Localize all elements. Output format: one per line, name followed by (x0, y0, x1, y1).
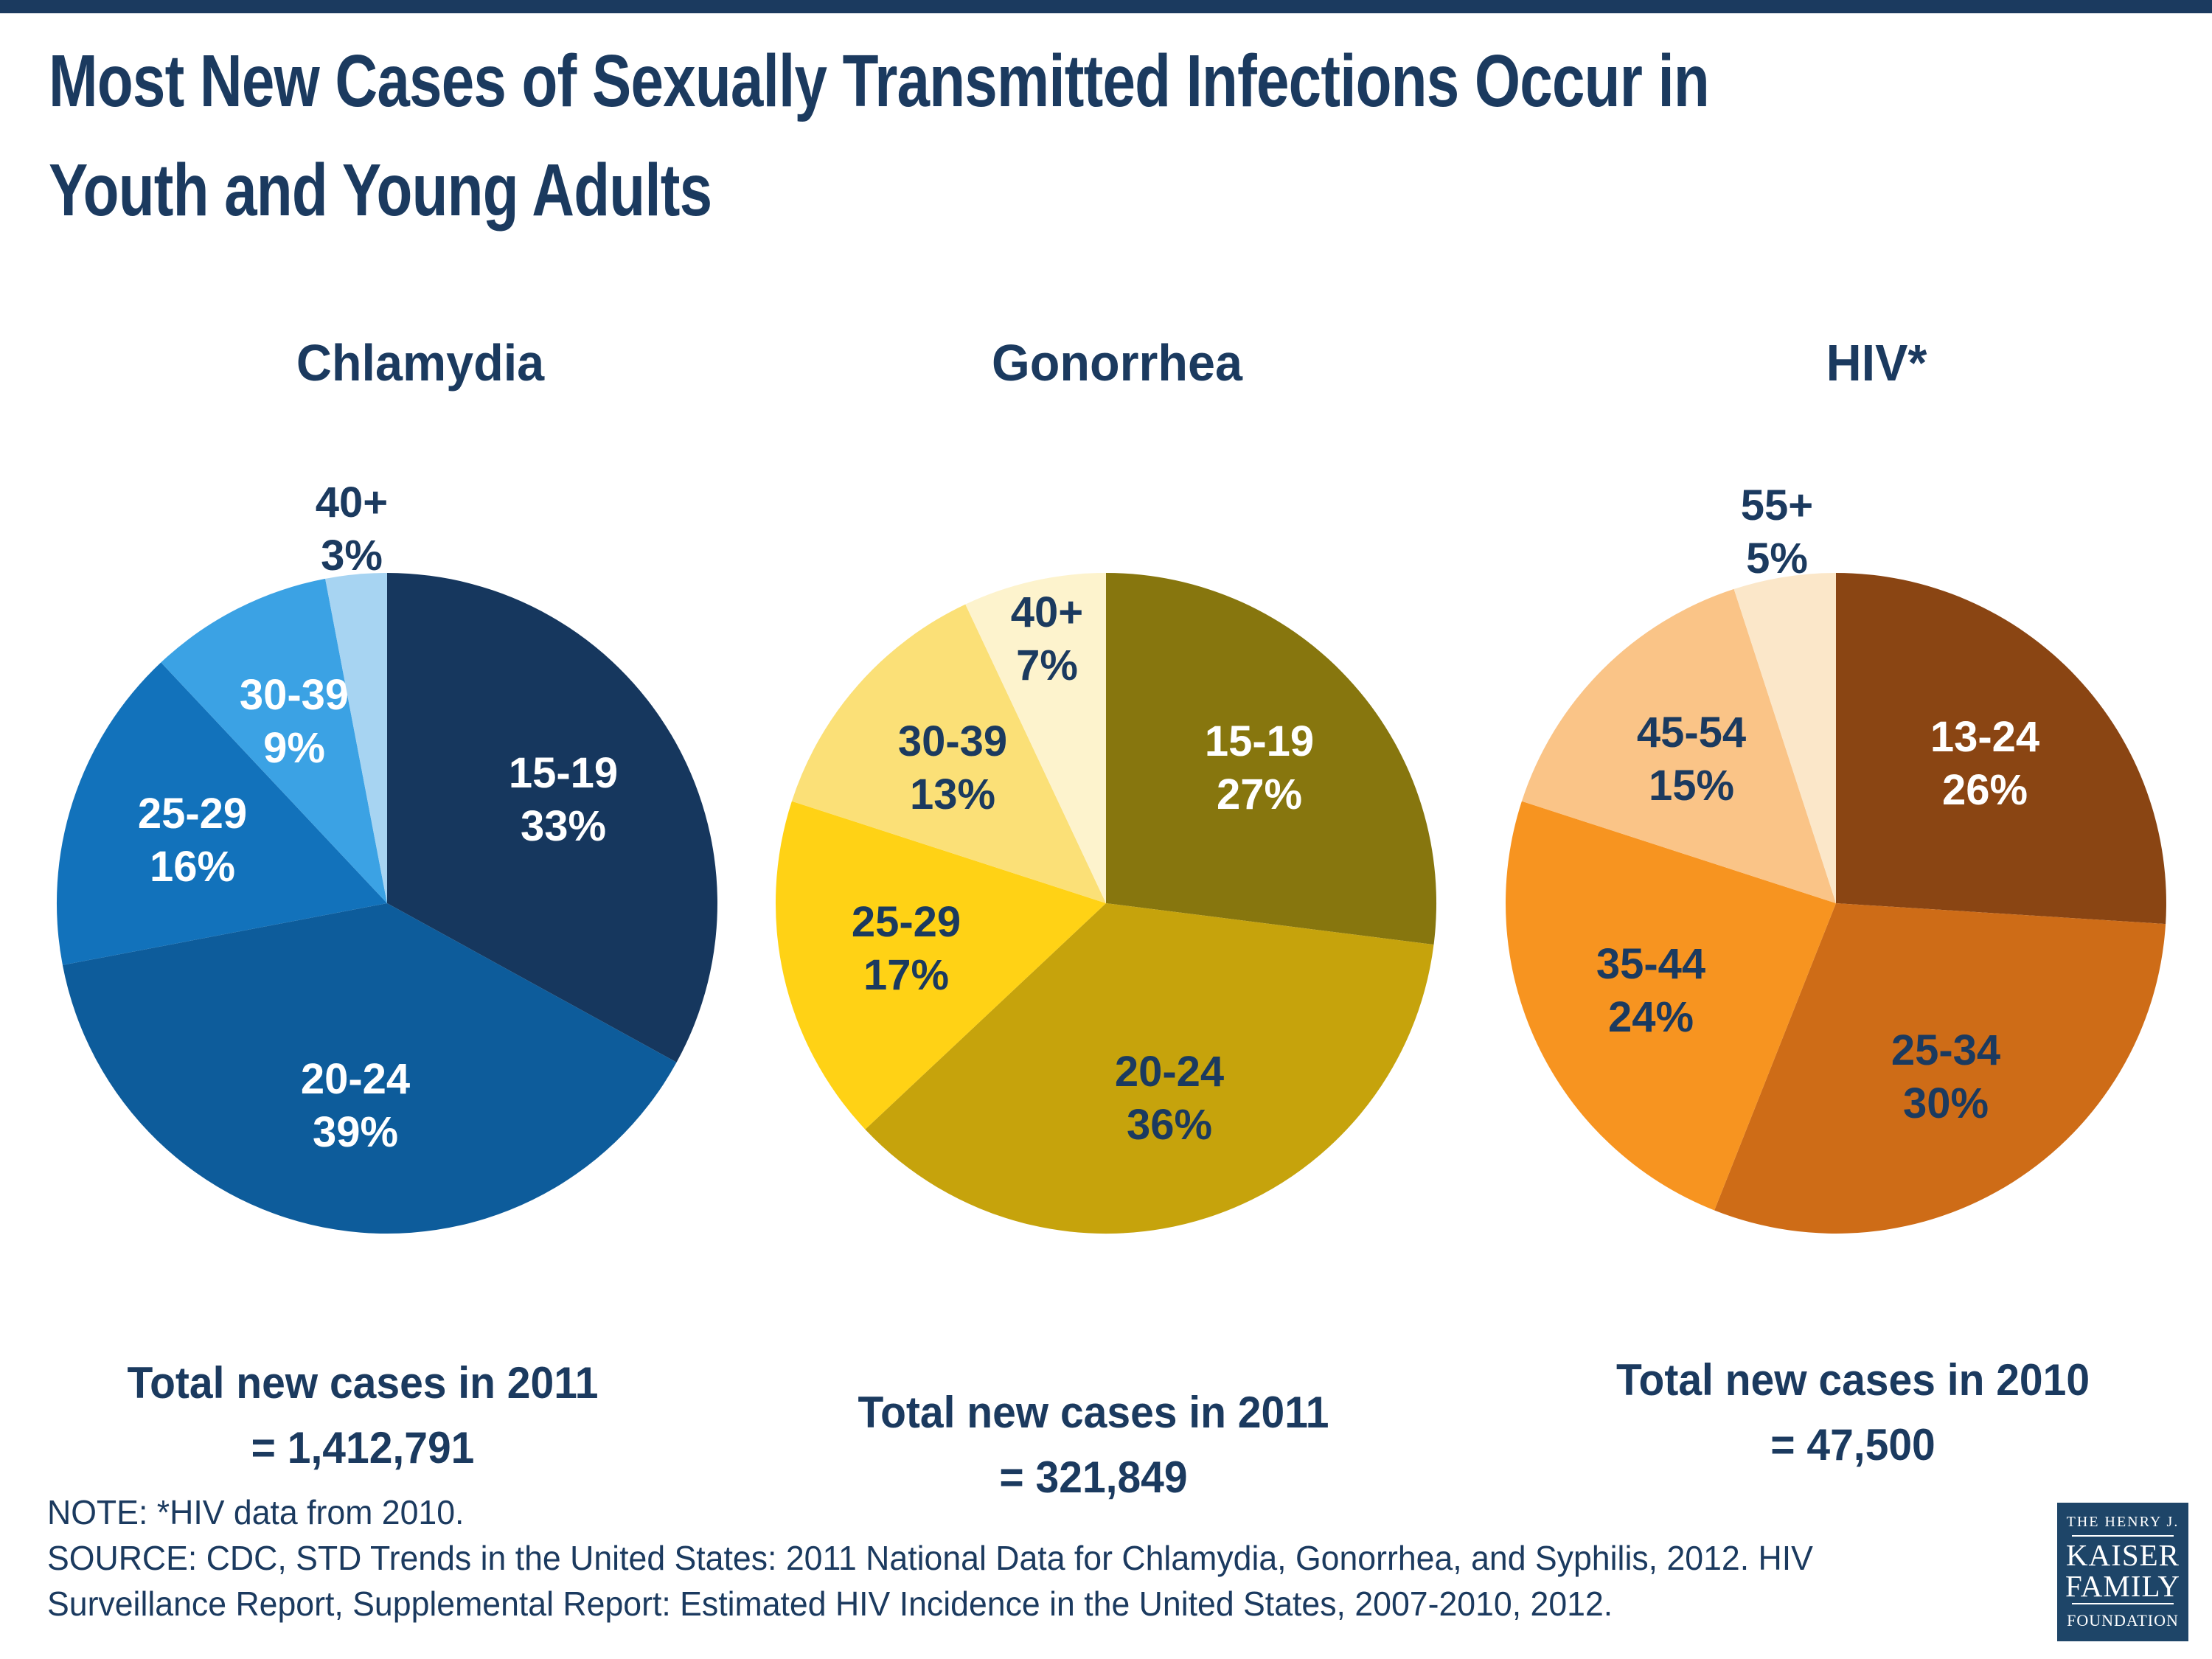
kff-logo: THE HENRY J. KAISER FAMILY FOUNDATION (2057, 1503, 2188, 1641)
kff-logo-rule-bottom (2072, 1603, 2174, 1604)
source-text-line-1: SOURCE: CDC, STD Trends in the United St… (47, 1539, 1813, 1577)
page-title-line-1: Most New Cases of Sexually Transmitted I… (49, 40, 1710, 122)
chart-title-hiv: HIV* (1826, 334, 1927, 392)
pie-slice-chlamydia-40+ (325, 573, 387, 903)
kff-logo-kaiser: KAISER (2065, 1538, 2180, 1572)
page-title-line-2: Youth and Young Adults (49, 149, 712, 232)
total-hiv-value: = 47,500 (1770, 1420, 1935, 1470)
total-chlamydia: Total new cases in 2011 = 1,412,791 (48, 1351, 678, 1481)
note-text: NOTE: *HIV data from 2010. (47, 1493, 465, 1531)
pie-chlamydia: 15-19 33% 20-24 39% 25-29 16% 30-39 9% 40+ 3% (56, 479, 718, 1234)
pie-label-gonorrhea-40+: 40+ 7% (1011, 588, 1083, 689)
total-gonorrhea-label: Total new cases in 2011 (858, 1388, 1329, 1437)
pie-label-hiv-55+: 55+ 5% (1741, 481, 1813, 582)
pie-hiv: 13-24 26% 25-34 30% 35-44 24% 45-54 15% 55+ 5% (1506, 481, 2166, 1234)
pie-label-gonorrhea-25-29: 25-29 17% (852, 898, 961, 999)
pie-slice-gonorrhea-15-19 (1106, 573, 1437, 945)
pie-slice-chlamydia-15-19 (387, 573, 718, 1062)
pie-slice-gonorrhea-30-39 (791, 604, 1106, 903)
pie-label-gonorrhea-15-19: 15-19 27% (1205, 717, 1314, 818)
pie-slice-chlamydia-20-24 (62, 903, 677, 1234)
pie-label-gonorrhea-30-39: 30-39 13% (898, 717, 1007, 818)
pie-slice-gonorrhea-25-29 (775, 801, 1106, 1130)
top-accent-bar (0, 0, 2212, 13)
kff-logo-foundation: FOUNDATION (2067, 1611, 2179, 1630)
pie-label-hiv-25-34: 25-34 30% (1891, 1026, 2000, 1127)
pie-label-hiv-35-44: 35-44 24% (1596, 940, 1705, 1041)
pie-slice-chlamydia-30-39 (161, 578, 388, 903)
pie-slice-gonorrhea-40+ (965, 573, 1106, 903)
pie-slice-hiv-13-24 (1836, 573, 2166, 925)
pie-label-chlamydia-15-19: 15-19 33% (509, 749, 618, 850)
total-chlamydia-value: = 1,412,791 (251, 1423, 475, 1472)
page-title: Most New Cases of Sexually Transmitted I… (49, 27, 1710, 245)
pie-label-chlamydia-40+: 40+ 3% (316, 479, 388, 580)
total-gonorrhea: Total new cases in 2011 = 321,849 (779, 1380, 1409, 1510)
kff-logo-henry-j: THE HENRY J. (2066, 1514, 2180, 1530)
pie-label-chlamydia-25-29: 25-29 16% (138, 790, 247, 891)
pie-slice-hiv-25-34 (1714, 903, 2166, 1234)
total-hiv: Total new cases in 2010 = 47,500 (1538, 1348, 2168, 1478)
pie-gonorrhea: 15-19 27% 20-24 36% 25-29 17% 30-39 13%40+ 7% (775, 573, 1437, 1234)
total-gonorrhea-value: = 321,849 (999, 1453, 1188, 1502)
pie-slice-hiv-55+ (1733, 573, 1836, 903)
pie-slice-hiv-45-54 (1521, 588, 1836, 903)
footnote-block: NOTE: *HIV data from 2010. SOURCE: CDC, … (47, 1489, 1813, 1627)
pie-slice-gonorrhea-20-24 (865, 903, 1434, 1234)
pie-label-chlamydia-20-24: 20-24 39% (301, 1055, 410, 1156)
pie-label-chlamydia-30-39: 30-39 9% (240, 671, 349, 772)
kff-logo-rule-top (2072, 1535, 2174, 1537)
kff-logo-family: FAMILY (2065, 1569, 2181, 1603)
chart-title-chlamydia: Chlamydia (296, 334, 545, 392)
total-chlamydia-label: Total new cases in 2011 (127, 1358, 599, 1408)
pie-label-gonorrhea-20-24: 20-24 36% (1115, 1048, 1224, 1149)
source-text-line-2: Surveillance Report, Supplemental Report… (47, 1585, 1613, 1623)
pie-slice-hiv-35-44 (1506, 801, 1836, 1211)
chart-title-gonorrhea: Gonorrhea (992, 334, 1242, 392)
pie-label-hiv-13-24: 13-24 26% (1930, 713, 2039, 814)
pie-label-hiv-45-54: 45-54 15% (1637, 709, 1746, 810)
total-hiv-label: Total new cases in 2010 (1615, 1355, 2090, 1405)
pie-slice-chlamydia-25-29 (56, 662, 387, 965)
